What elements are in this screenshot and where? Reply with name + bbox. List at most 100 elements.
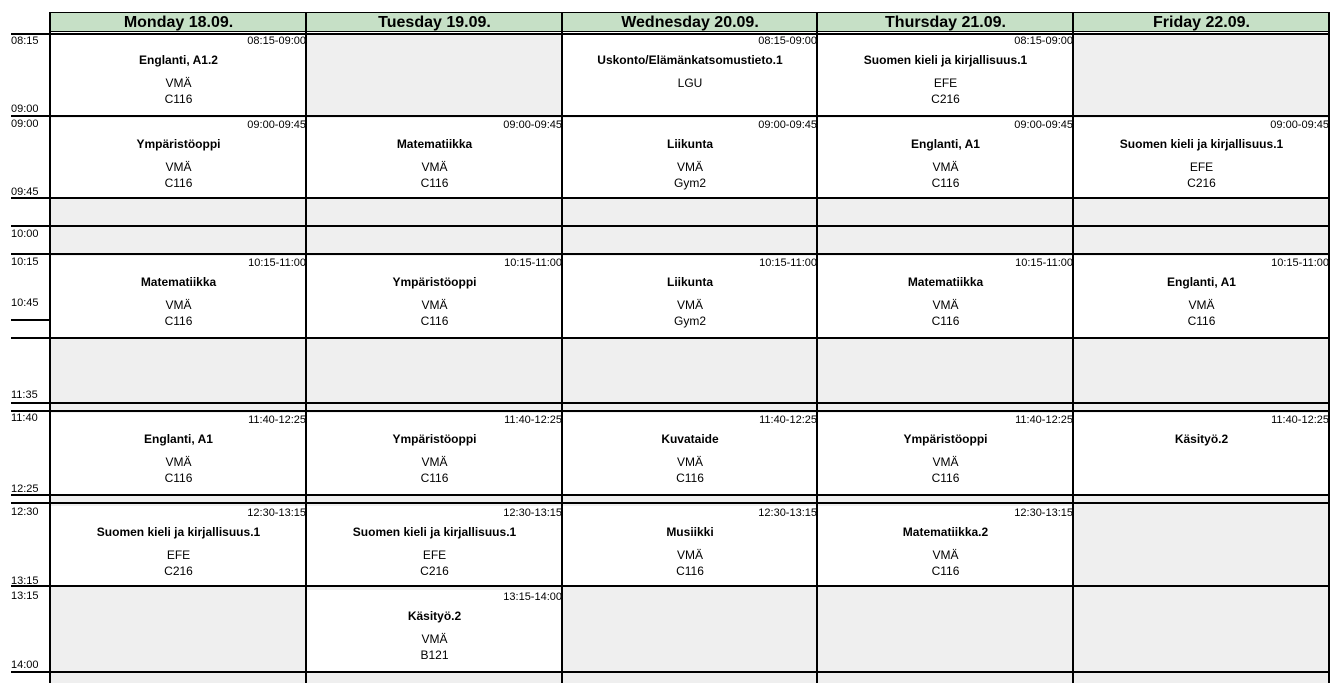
time-label: 09:45: [11, 186, 39, 198]
lesson-room: C116: [931, 471, 960, 485]
lesson-subject: Ympäristöoppi: [392, 432, 477, 446]
lesson-cell[interactable]: 11:40-12:25 Englanti, A1 VMÄ C116: [51, 413, 306, 495]
lesson-cell[interactable]: 12:30-13:15 Musiikki VMÄ C116: [563, 506, 817, 586]
time-label: 11:35: [11, 389, 38, 401]
grid-line: [11, 319, 50, 321]
lesson-cell[interactable]: 09:00-09:45 Suomen kieli ja kirjallisuus.…: [1074, 118, 1329, 198]
lesson-room: Gym2: [673, 314, 706, 328]
time-label: 10:00: [11, 228, 39, 240]
lesson-cell[interactable]: 09:00-09:45 Liikunta VMÄ Gym2: [563, 118, 817, 198]
lesson-subject: Englanti, A1: [1167, 275, 1236, 289]
lesson-time: 12:30-13:15: [1014, 507, 1073, 519]
time-label: 11:40: [11, 412, 38, 424]
lesson-teacher: VMÄ: [932, 160, 959, 174]
lesson-room: C116: [1187, 314, 1216, 328]
lesson-time: 08:15-09:00: [247, 35, 306, 47]
lesson-cell[interactable]: 10:15-11:00 Englanti, A1 VMÄ C116: [1074, 256, 1329, 338]
lesson-cell[interactable]: 08:15-09:00 Uskonto/Elämänkatsomustieto.1…: [563, 34, 817, 116]
lesson-room: C116: [931, 176, 960, 190]
lesson-room: C116: [931, 564, 960, 578]
lesson-subject: Suomen kieli ja kirjallisuus.1: [96, 525, 261, 539]
grid-line: [49, 12, 51, 683]
lesson-room: C216: [164, 564, 193, 578]
grid-line: [11, 197, 1329, 199]
time-label: 12:30: [11, 506, 39, 518]
grid-line: [816, 12, 818, 683]
lesson-room: C116: [420, 314, 449, 328]
lesson-cell[interactable]: 09:00-09:45 Ympäristöoppi VMÄ C116: [51, 118, 306, 198]
lesson-cell[interactable]: 10:15-11:00 Ympäristöoppi VMÄ C116: [307, 256, 562, 338]
lesson-teacher: EFE: [933, 76, 958, 90]
lesson-subject: Englanti, A1: [911, 137, 980, 151]
lesson-cell[interactable]: 08:15-09:00 Suomen kieli ja kirjallisuus.…: [818, 34, 1073, 116]
lesson-subject: Kuvataide: [661, 432, 719, 446]
time-label: 08:15: [11, 35, 39, 47]
lesson-cell[interactable]: 11:40-12:25 Ympäristöoppi VMÄ C116: [818, 413, 1073, 495]
lesson-teacher: EFE: [166, 548, 191, 562]
lesson-time: 09:00-09:45: [758, 119, 817, 131]
lesson-cell[interactable]: 10:15-11:00 Matematiikka VMÄ C116: [818, 256, 1073, 338]
day-header[interactable]: Monday 18.09.: [50, 12, 307, 32]
lesson-subject: Liikunta: [666, 275, 713, 289]
lesson-cell[interactable]: 12:30-13:15 Suomen kieli ja kirjallisuus.…: [307, 506, 562, 586]
time-label: 13:15: [11, 590, 39, 602]
lesson-teacher: VMÄ: [676, 548, 703, 562]
lesson-time: 09:00-09:45: [247, 119, 306, 131]
lesson-subject: Englanti, A1: [144, 432, 213, 446]
lesson-cell[interactable]: 12:30-13:15 Suomen kieli ja kirjallisuus.…: [51, 506, 306, 586]
lesson-time: 11:40-12:25: [1271, 414, 1329, 426]
lesson-subject: Ympäristöoppi: [392, 275, 477, 289]
lesson-subject: Käsityö.2: [1174, 432, 1229, 446]
lesson-cell[interactable]: 08:15-09:00 Englanti, A1.2 VMÄ C116: [51, 34, 306, 116]
lesson-cell[interactable]: 11:40-12:25 Ympäristöoppi VMÄ C116: [307, 413, 562, 495]
grid-line: [561, 12, 563, 683]
lesson-cell[interactable]: 09:00-09:45 Matematiikka VMÄ C116: [307, 118, 562, 198]
grid-line: [11, 33, 1329, 35]
lesson-subject: Käsityö.2: [407, 609, 462, 623]
grid-line: [11, 671, 1329, 673]
lesson-room: C116: [676, 564, 704, 578]
grid-line: [11, 33, 50, 35]
day-header[interactable]: Wednesday 20.09.: [562, 12, 818, 32]
lesson-time: 11:40-12:25: [248, 414, 306, 426]
lesson-teacher: VMÄ: [421, 160, 448, 174]
time-label: 09:00: [11, 118, 39, 130]
lesson-cell[interactable]: 09:00-09:45 Englanti, A1 VMÄ C116: [818, 118, 1073, 198]
lesson-subject: Ympäristöoppi: [903, 432, 988, 446]
lesson-time: 10:15-11:00: [248, 257, 306, 269]
lesson-teacher: VMÄ: [421, 632, 448, 646]
lesson-subject: Matematiikka: [396, 137, 473, 151]
lesson-subject: Ympäristöoppi: [136, 137, 221, 151]
day-header[interactable]: Friday 22.09.: [1073, 12, 1330, 32]
lesson-time: 10:15-11:00: [1015, 257, 1073, 269]
lesson-subject: Liikunta: [666, 137, 713, 151]
lesson-time: 11:40-12:25: [759, 414, 817, 426]
time-label: 12:25: [11, 483, 39, 495]
lesson-teacher: VMÄ: [165, 160, 192, 174]
lesson-time: 10:15-11:00: [759, 257, 817, 269]
lesson-cell[interactable]: 10:15-11:00 Matematiikka VMÄ C116: [51, 256, 306, 338]
lesson-subject: Matematiikka: [907, 275, 984, 289]
grid-line: [11, 494, 1329, 496]
lesson-cell[interactable]: 13:15-14:00 Käsityö.2 VMÄ B121: [307, 590, 562, 672]
lesson-time: 08:15-09:00: [1014, 35, 1073, 47]
lesson-room: C116: [931, 314, 960, 328]
lesson-cell[interactable]: 11:40-12:25 Käsityö.2: [1074, 413, 1329, 495]
lesson-subject: Musiikki: [666, 525, 714, 539]
lesson-time: 13:15-14:00: [503, 591, 562, 603]
lesson-time: 09:00-09:45: [1270, 119, 1329, 131]
day-header[interactable]: Thursday 21.09.: [817, 12, 1074, 32]
grid-line: [11, 253, 1329, 255]
lesson-cell[interactable]: 12:30-13:15 Matematiikka.2 VMÄ C116: [818, 506, 1073, 586]
day-header[interactable]: Tuesday 19.09.: [306, 12, 563, 32]
lesson-time: 09:00-09:45: [503, 119, 562, 131]
lesson-cell[interactable]: 11:40-12:25 Kuvataide VMÄ C116: [563, 413, 817, 495]
lesson-teacher: VMÄ: [165, 455, 192, 469]
lesson-subject: Englanti, A1.2: [139, 53, 218, 67]
lesson-time: 10:15-11:00: [504, 257, 562, 269]
lesson-cell[interactable]: 10:15-11:00 Liikunta VMÄ Gym2: [563, 256, 817, 338]
time-label: 09:00: [11, 103, 39, 115]
lesson-teacher: LGU: [677, 76, 703, 90]
lesson-room: C116: [420, 471, 449, 485]
